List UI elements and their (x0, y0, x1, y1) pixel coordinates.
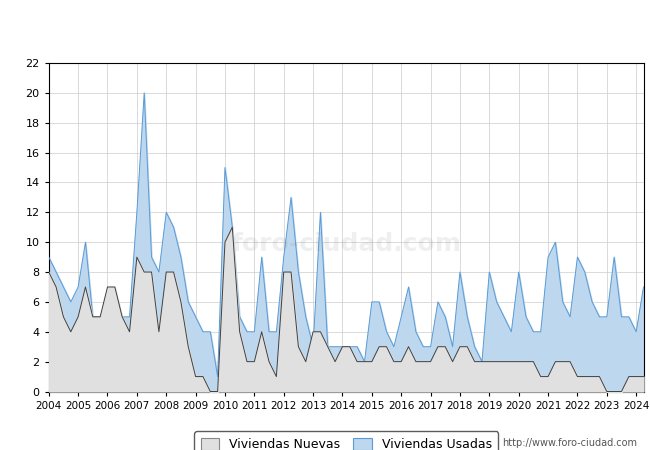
Text: foro-ciudad.com: foro-ciudad.com (231, 232, 461, 256)
Text: Cerceda - Evolucion del Nº de Transacciones Inmobiliarias: Cerceda - Evolucion del Nº de Transaccio… (112, 17, 538, 32)
Text: http://www.foro-ciudad.com: http://www.foro-ciudad.com (502, 438, 637, 448)
Legend: Viviendas Nuevas, Viviendas Usadas: Viviendas Nuevas, Viviendas Usadas (194, 432, 498, 450)
